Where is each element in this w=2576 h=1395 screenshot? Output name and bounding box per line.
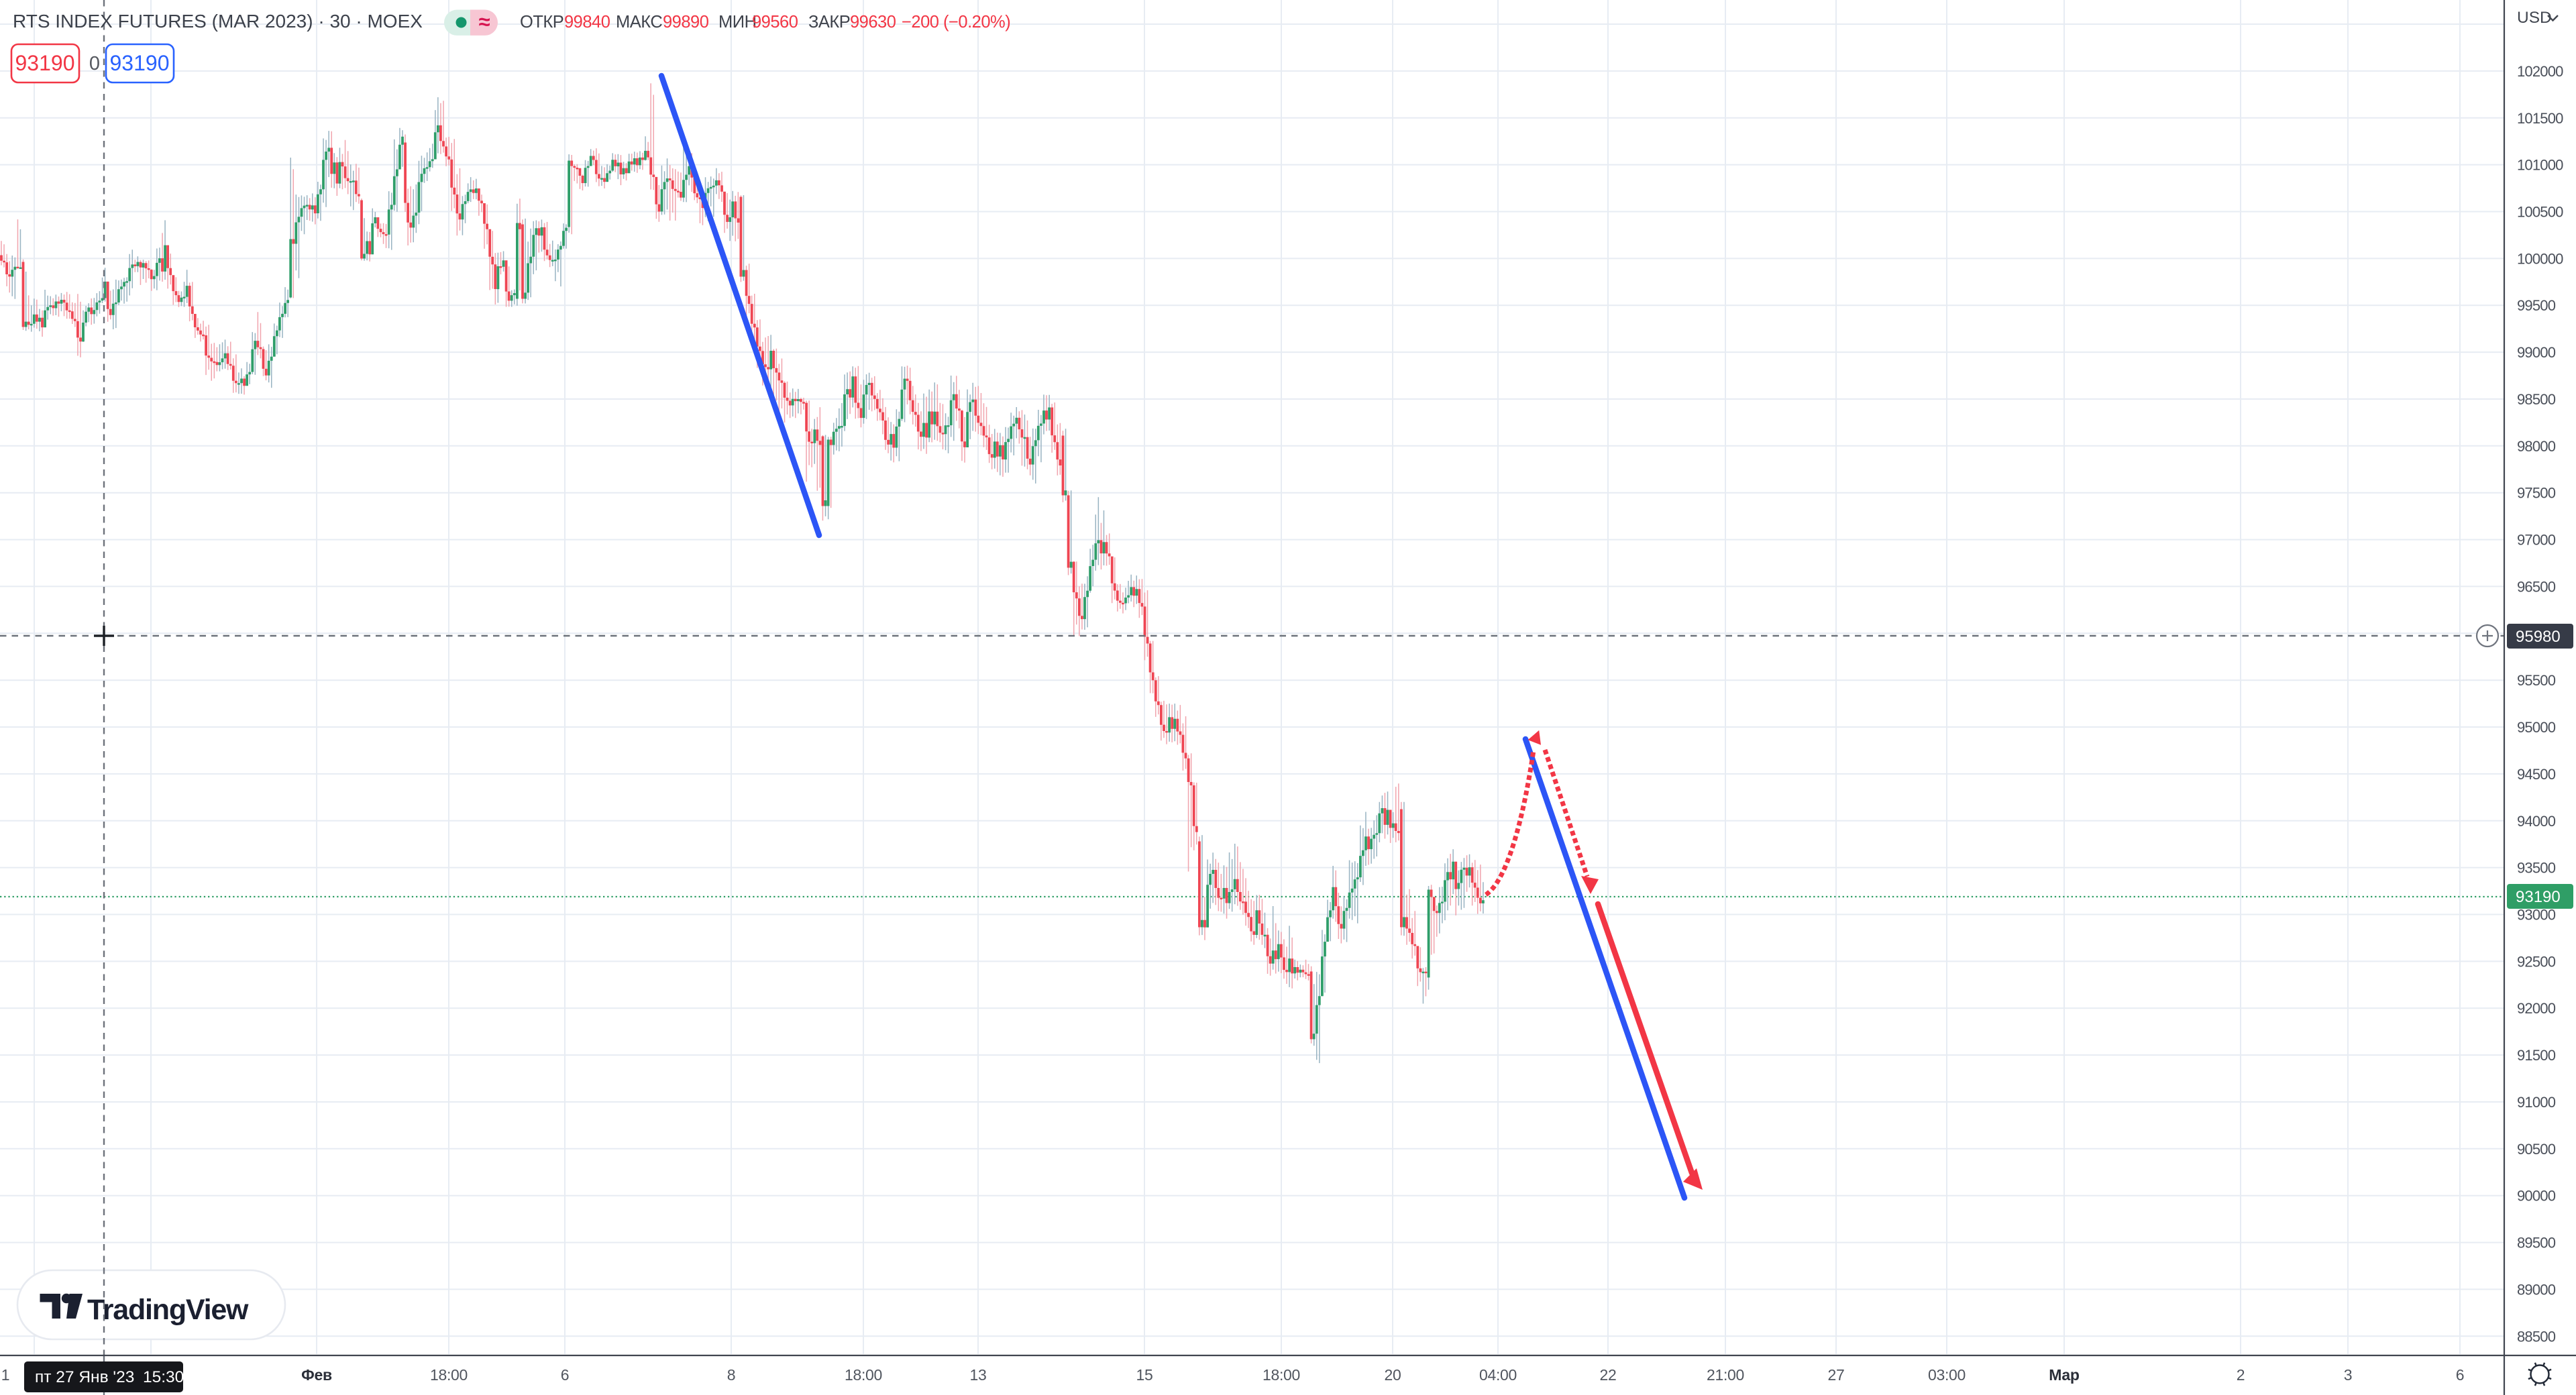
svg-text:99630: 99630 [850,13,896,32]
svg-text:15: 15 [1136,1366,1153,1384]
svg-text:98500: 98500 [2517,391,2556,408]
svg-text:МИН: МИН [718,13,757,32]
svg-text:2: 2 [2237,1366,2245,1384]
svg-text:93190: 93190 [15,51,75,75]
svg-text:22: 22 [1600,1366,1617,1384]
svg-text:96500: 96500 [2517,578,2556,595]
svg-text:101500: 101500 [2517,110,2563,127]
svg-text:99890: 99890 [663,13,709,32]
svg-text:91000: 91000 [2517,1094,2556,1111]
svg-text:93500: 93500 [2517,860,2556,877]
svg-text:89500: 89500 [2517,1235,2556,1251]
svg-text:93000: 93000 [2517,907,2556,924]
svg-text:RTS INDEX FUTURES (MAR 2023) ·: RTS INDEX FUTURES (MAR 2023) · 30 · MOEX [13,11,423,32]
svg-text:ОТКР: ОТКР [520,13,564,32]
svg-text:18:00: 18:00 [845,1366,882,1384]
svg-text:99840: 99840 [564,13,610,32]
svg-text:98000: 98000 [2517,438,2556,455]
svg-text:91500: 91500 [2517,1047,2556,1064]
svg-text:92000: 92000 [2517,1000,2556,1017]
svg-text:100500: 100500 [2517,204,2563,221]
svg-text:102000: 102000 [2517,63,2563,80]
svg-text:27: 27 [1828,1366,1845,1384]
svg-text:1: 1 [1,1366,10,1384]
svg-text:6: 6 [561,1366,570,1384]
svg-text:95000: 95000 [2517,719,2556,736]
svg-text:88500: 88500 [2517,1328,2556,1345]
svg-text:пт 27 Янв '23: пт 27 Янв '23 [35,1368,134,1386]
svg-text:99560: 99560 [752,13,798,32]
svg-text:94500: 94500 [2517,766,2556,783]
svg-text:ЗАКР: ЗАКР [808,13,850,32]
svg-text:92500: 92500 [2517,953,2556,970]
svg-text:18:00: 18:00 [1263,1366,1300,1384]
svg-text:04:00: 04:00 [1479,1366,1517,1384]
svg-text:95980: 95980 [2516,628,2561,646]
svg-text:99000: 99000 [2517,344,2556,361]
svg-text:8: 8 [727,1366,736,1384]
svg-text:93190: 93190 [2516,888,2561,906]
svg-text:3: 3 [2344,1366,2353,1384]
svg-text:97000: 97000 [2517,532,2556,549]
svg-text:−200 (−0.20%): −200 (−0.20%) [902,13,1010,32]
svg-text:13: 13 [970,1366,987,1384]
svg-text:97500: 97500 [2517,485,2556,502]
svg-text:МАКС: МАКС [616,13,662,32]
svg-text:94000: 94000 [2517,813,2556,830]
svg-text:90000: 90000 [2517,1188,2556,1205]
svg-text:Фев: Фев [301,1366,332,1384]
svg-text:15:30: 15:30 [143,1368,184,1386]
svg-text:93190: 93190 [110,51,170,75]
svg-text:100000: 100000 [2517,250,2563,267]
svg-text:18:00: 18:00 [430,1366,468,1384]
svg-text:95500: 95500 [2517,672,2556,689]
svg-text:0: 0 [89,53,100,74]
svg-text:≈: ≈ [478,10,490,34]
svg-text:TradingView: TradingView [87,1294,249,1326]
svg-text:99500: 99500 [2517,297,2556,314]
svg-text:89000: 89000 [2517,1281,2556,1298]
svg-text:03:00: 03:00 [1928,1366,1966,1384]
svg-text:6: 6 [2456,1366,2465,1384]
svg-text:90500: 90500 [2517,1141,2556,1158]
svg-text:USD: USD [2517,9,2552,27]
svg-text:101000: 101000 [2517,157,2563,174]
svg-text:21:00: 21:00 [1707,1366,1744,1384]
svg-text:Мар: Мар [2049,1366,2080,1384]
svg-text:20: 20 [1385,1366,1401,1384]
